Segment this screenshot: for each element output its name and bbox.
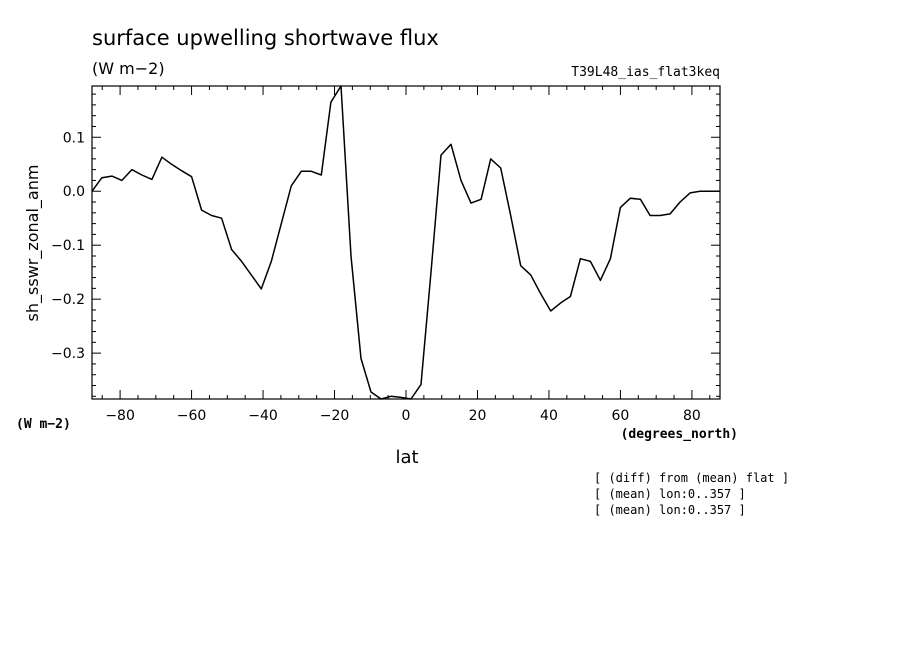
plot-frame <box>91 85 721 400</box>
x-tick-label: −20 <box>320 408 350 424</box>
note-line-2: [ (mean) lon:0..357 ] <box>594 487 746 501</box>
note-line-3: [ (mean) lon:0..357 ] <box>594 503 746 517</box>
y-axis-label: sh_sswr_zonal_anm <box>23 165 43 322</box>
x-tick-label: 80 <box>683 408 701 424</box>
note-line-1: [ (diff) from (mean) flat ] <box>594 471 789 485</box>
chart-title: surface upwelling shortwave flux <box>92 26 439 50</box>
x-axis-label: lat <box>395 447 418 468</box>
run-label: T39L48_ias_flat3keq <box>571 65 720 80</box>
y-axis-units: (W m−2) <box>16 417 71 432</box>
y-tick-label: 0.0 <box>63 184 85 200</box>
y-tick-label: −0.3 <box>51 346 85 362</box>
y-tick-label: −0.2 <box>51 292 85 308</box>
y-tick-label: −0.1 <box>51 238 85 254</box>
x-tick-label: −40 <box>248 408 278 424</box>
x-axis-units: (degrees_north) <box>621 427 738 442</box>
x-tick-label: 0 <box>402 408 411 424</box>
x-tick-label: 40 <box>540 408 558 424</box>
series-line <box>91 85 720 400</box>
x-tick-label: 20 <box>469 408 487 424</box>
x-tick-label: 60 <box>612 408 630 424</box>
chart-subtitle-units: (W m−2) <box>92 59 165 78</box>
x-tick-label: −80 <box>105 408 135 424</box>
y-tick-label: 0.1 <box>63 130 85 146</box>
axes: −80 −60 −40 −20 0 20 40 60 80 0.1 0.0 −0.1 −0.2 −0.3 <box>51 86 720 424</box>
x-tick-label: −60 <box>177 408 207 424</box>
